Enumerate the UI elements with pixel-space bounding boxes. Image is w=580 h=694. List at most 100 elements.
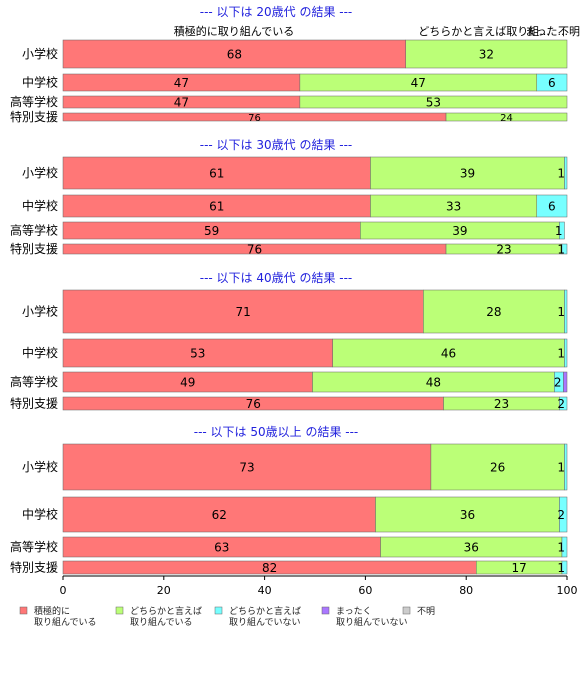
- bar-segment: [405, 39, 568, 69]
- bar-value-label: 39: [460, 167, 475, 181]
- bar-value-label: 17: [511, 561, 526, 575]
- bar-segment: [62, 443, 432, 491]
- bar-segment: [564, 156, 568, 190]
- x-tick-label: 40: [258, 584, 272, 597]
- bar-value-label: 2: [557, 508, 565, 522]
- bar-segment: [445, 112, 568, 122]
- bar-value-label: 47: [174, 96, 189, 110]
- row-label: 小学校: [22, 46, 58, 61]
- legend-label: 取り組んでいる: [34, 616, 97, 628]
- bar-value-label: 76: [247, 243, 262, 257]
- row-label: 中学校: [22, 345, 58, 360]
- bar-value-label: 53: [190, 347, 205, 361]
- bar-value-label: 63: [214, 541, 229, 555]
- bar-value-label: 1: [557, 461, 565, 475]
- bar-value-label: 36: [460, 508, 475, 522]
- bar-value-label: 68: [227, 48, 242, 62]
- group-title: --- 以下は 30歳代 の結果 ---: [200, 138, 353, 152]
- bar-segment: [430, 443, 565, 491]
- row-label: 中学校: [22, 198, 58, 213]
- bar-segment: [62, 496, 376, 533]
- row-label: 高等学校: [10, 539, 58, 554]
- row-label: 高等学校: [10, 374, 58, 389]
- bar-segment: [62, 156, 371, 190]
- bar-value-label: 61: [209, 200, 224, 214]
- legend-label: 取り組んでいない: [229, 616, 301, 628]
- row-label: 小学校: [22, 459, 58, 474]
- bar-value-label: 47: [174, 76, 189, 90]
- bar-segment: [564, 289, 568, 334]
- row-label: 小学校: [22, 165, 58, 180]
- bar-segment: [332, 338, 565, 368]
- bar-value-label: 1: [557, 541, 565, 555]
- bar-value-label: 24: [500, 113, 513, 124]
- top-category-label: 積極的に取り組んでいる: [174, 24, 294, 38]
- x-tick-label: 80: [459, 584, 473, 597]
- bar-value-label: 76: [246, 397, 261, 411]
- legend-swatch: [115, 606, 124, 615]
- x-tick-label: 100: [557, 584, 578, 597]
- bar-value-label: 59: [204, 224, 219, 238]
- row-label: 中学校: [22, 75, 58, 90]
- bar-value-label: 23: [494, 397, 509, 411]
- bar-value-label: 48: [426, 376, 441, 390]
- legend-label: 取り組んでいない: [336, 616, 408, 628]
- bar-value-label: 71: [236, 305, 251, 319]
- bar-segment: [299, 95, 568, 109]
- bar-value-label: 46: [441, 347, 456, 361]
- row-label: 高等学校: [10, 223, 58, 238]
- bar-segment: [563, 371, 568, 393]
- bar-value-label: 1: [557, 347, 565, 361]
- x-tick-label: 20: [157, 584, 171, 597]
- bar-value-label: 76: [248, 113, 261, 124]
- bar-value-label: 1: [555, 224, 563, 238]
- bar-value-label: 1: [557, 305, 565, 319]
- bar-value-label: 62: [212, 508, 227, 522]
- bar-value-label: 1: [557, 167, 565, 181]
- bar-value-label: 26: [490, 461, 505, 475]
- row-label: 特別支援: [10, 396, 58, 411]
- bar-segment: [561, 560, 568, 575]
- legend-swatch: [214, 606, 223, 615]
- legend-label: まったく: [336, 606, 372, 617]
- bar-segment: [375, 496, 560, 533]
- bar-value-label: 53: [426, 96, 441, 110]
- bar-value-label: 6: [548, 200, 556, 214]
- bar-segment: [559, 496, 568, 533]
- bar-segment: [62, 338, 333, 368]
- top-category-label: 不明: [558, 25, 580, 38]
- bar-value-label: 49: [180, 376, 195, 390]
- bar-segment: [559, 221, 565, 240]
- row-label: 高等学校: [10, 94, 58, 109]
- bar-value-label: 61: [209, 167, 224, 181]
- bar-segment: [536, 194, 568, 218]
- legend-swatch: [321, 606, 330, 615]
- bar-value-label: 73: [239, 461, 254, 475]
- group-title: --- 以下は 50歳以上 の結果 ---: [194, 425, 359, 439]
- legend-label: 取り組んでいる: [130, 616, 193, 628]
- bar-value-label: 6: [548, 76, 556, 90]
- legend-label: 積極的に: [34, 605, 70, 617]
- bar-value-label: 1: [557, 561, 565, 575]
- bar-value-label: 28: [486, 305, 501, 319]
- bar-value-label: 32: [479, 48, 494, 62]
- bar-value-label: 2: [554, 376, 562, 390]
- legend-swatch: [402, 606, 411, 615]
- legend-label: どちらかと言えば: [130, 605, 202, 617]
- bar-segment: [564, 443, 568, 491]
- bar-segment: [564, 338, 568, 368]
- group-title: --- 以下は 40歳代 の結果 ---: [200, 271, 353, 285]
- bar-segment: [561, 536, 568, 558]
- row-label: 特別支援: [10, 560, 58, 575]
- x-tick-label: 0: [60, 584, 67, 597]
- bar-segment: [370, 156, 565, 190]
- top-category-label: まった...: [525, 25, 568, 38]
- bar-value-label: 33: [446, 200, 461, 214]
- bar-value-label: 82: [262, 561, 277, 575]
- row-label: 中学校: [22, 507, 58, 522]
- bar-segment: [559, 396, 568, 411]
- bar-value-label: 36: [464, 541, 479, 555]
- bar-segment: [62, 39, 406, 69]
- bar-value-label: 39: [452, 224, 467, 238]
- legend-swatch: [19, 606, 28, 615]
